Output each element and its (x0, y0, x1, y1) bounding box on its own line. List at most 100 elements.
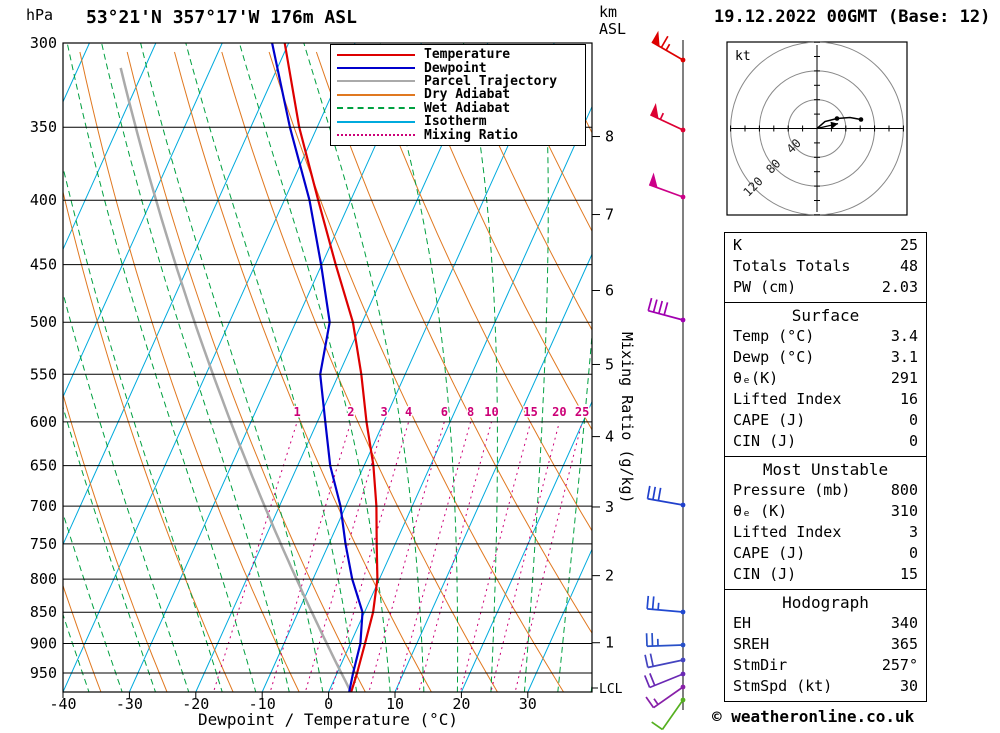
pressure-tick-label: 700 (30, 497, 57, 515)
stat-label: CAPE (J) (733, 544, 806, 562)
wind-barb (650, 103, 686, 133)
stat-label: StmSpd (kt) (733, 677, 833, 695)
legend-item: Isotherm (337, 114, 579, 130)
wind-barb (651, 697, 686, 731)
stat-box-title: Surface (791, 306, 860, 325)
stat-label: CIN (J) (733, 565, 797, 583)
legend-line-sample (337, 107, 415, 110)
temperature-tick-label: -30 (116, 695, 143, 713)
stat-value: 30 (899, 677, 918, 695)
temperature-axis-labels: -40 -30 -20 -10 0 10 20 30 (49, 692, 537, 713)
km-tick-label: 7 (605, 206, 614, 224)
km-tick-label: 3 (605, 498, 614, 516)
mixing-ratio-value: 8 (467, 405, 474, 419)
legend-line-sample (337, 134, 415, 137)
stat-row: K 25 (733, 235, 918, 256)
stat-label: Temp (°C) (733, 327, 815, 345)
stat-value: 2.03 (881, 278, 918, 296)
temperature-tick-label: 0 (324, 695, 333, 713)
stat-row: PW (cm) 2.03 (733, 277, 918, 298)
stat-label: θₑ (K) (733, 502, 788, 520)
wind-barb (645, 633, 686, 648)
pressure-tick-label: 550 (30, 365, 57, 383)
mixing-ratio-value: 10 (484, 405, 498, 419)
legend-line-sample (337, 120, 415, 123)
wind-barb-column (643, 30, 686, 731)
hodograph-trace-dot (858, 117, 864, 122)
stat-box-title: Hodograph (782, 593, 869, 612)
pressure-axis-unit: hPa (26, 6, 54, 24)
stat-row: θₑ(K) 291 (733, 368, 918, 389)
stat-label: StmDir (733, 656, 788, 674)
chart-legend: Temperature Dewpoint Parcel Trajectory Dry … (330, 44, 586, 146)
stat-row: Pressure (mb) 800 (733, 480, 918, 501)
stat-value: 48 (899, 257, 918, 275)
legend-label: Mixing Ratio (424, 127, 518, 143)
stat-row: Dewp (°C) 3.1 (733, 347, 918, 368)
km-tick-label: 1 (605, 634, 614, 652)
mixing-ratio-value: 15 (523, 405, 537, 419)
pressure-tick-label: 450 (30, 256, 57, 274)
stat-value: 0 (908, 544, 918, 562)
stat-row: CAPE (J) 0 (733, 543, 918, 564)
altitude-axis-unit: km ASL (599, 3, 627, 38)
mixing-ratio-labels: 1 2 3 4 6 8 10 15 20 25 (292, 404, 591, 421)
stat-value: 15 (899, 565, 918, 583)
stat-label: PW (cm) (733, 278, 797, 296)
pressure-tick-label: 750 (30, 535, 57, 553)
temperature-tick-label: -20 (182, 695, 209, 713)
stats-tables: K 25 Totals Totals 48 PW (cm) 2.03 Surface Temp… (724, 232, 927, 702)
storm-motion-arrowhead (830, 121, 839, 129)
stat-box: Most Unstable Pressure (mb) 800 θₑ (K) 310 Li… (724, 456, 927, 590)
stat-row: EH 340 (733, 613, 918, 634)
km-tick-label: 8 (605, 128, 614, 146)
stat-value: 291 (890, 369, 918, 387)
wind-barb (648, 172, 686, 200)
wind-barb (646, 485, 686, 508)
mixing-ratio-value: 4 (405, 405, 412, 419)
stat-label: Dewp (°C) (733, 348, 815, 366)
hodograph-trace-dot (834, 116, 840, 121)
stat-label: θₑ(K) (733, 369, 779, 387)
km-axis: 1 2 3 4 5 6 7 8 LCL (592, 128, 623, 697)
pressure-tick-label: 850 (30, 603, 57, 621)
legend-line-sample (337, 53, 415, 56)
km-tick-label: 5 (605, 355, 614, 373)
pressure-tick-label: 950 (30, 664, 57, 682)
stat-row: CIN (J) 15 (733, 564, 918, 585)
legend-item: Parcel Trajectory (337, 73, 579, 89)
parcel-trajectory-line (119, 67, 353, 692)
legend-item: Mixing Ratio (337, 127, 579, 143)
stat-label: Lifted Index (733, 523, 842, 541)
legend-line-sample (337, 80, 415, 83)
legend-item: Temperature (337, 47, 579, 62)
stat-row: StmDir 257° (733, 655, 918, 676)
legend-item: Dry Adiabat (337, 87, 579, 102)
stat-label: CAPE (J) (733, 411, 806, 429)
mixing-ratio-value: 3 (381, 405, 388, 419)
stat-row: SREH 365 (733, 634, 918, 655)
pressure-tick-label: 500 (30, 313, 57, 331)
copyright: © weatheronline.co.uk (712, 707, 915, 726)
temperature-tick-label: 20 (452, 695, 470, 713)
mixing-ratio-value: 1 (293, 405, 300, 419)
legend-label: Parcel Trajectory (424, 73, 558, 89)
wet-adiabats (63, 43, 592, 692)
mixing-ratio-value: 2 (347, 405, 354, 419)
legend-label: Isotherm (424, 114, 487, 130)
wind-barb (646, 595, 686, 615)
mixing-ratio-axis-label: Mixing Ratio (g/kg) (618, 332, 636, 504)
pressure-tick-label: 900 (30, 634, 57, 652)
pressure-tick-label: 350 (30, 118, 57, 136)
temperature-tick-label: -40 (49, 695, 76, 713)
stat-value: 340 (890, 614, 918, 632)
stat-label: CIN (J) (733, 432, 797, 450)
pressure-tick-label: 300 (30, 34, 57, 52)
stat-box: Hodograph EH 340 SREH 365 StmDir 257° StmSpd (k… (724, 589, 927, 702)
plot-frame (62, 42, 593, 693)
stat-value: 3.1 (890, 348, 918, 366)
run-date-title: 19.12.2022 00GMT (Base: 12) (714, 7, 991, 27)
stat-label: K (733, 236, 743, 254)
legend-item: Wet Adiabat (337, 101, 579, 116)
